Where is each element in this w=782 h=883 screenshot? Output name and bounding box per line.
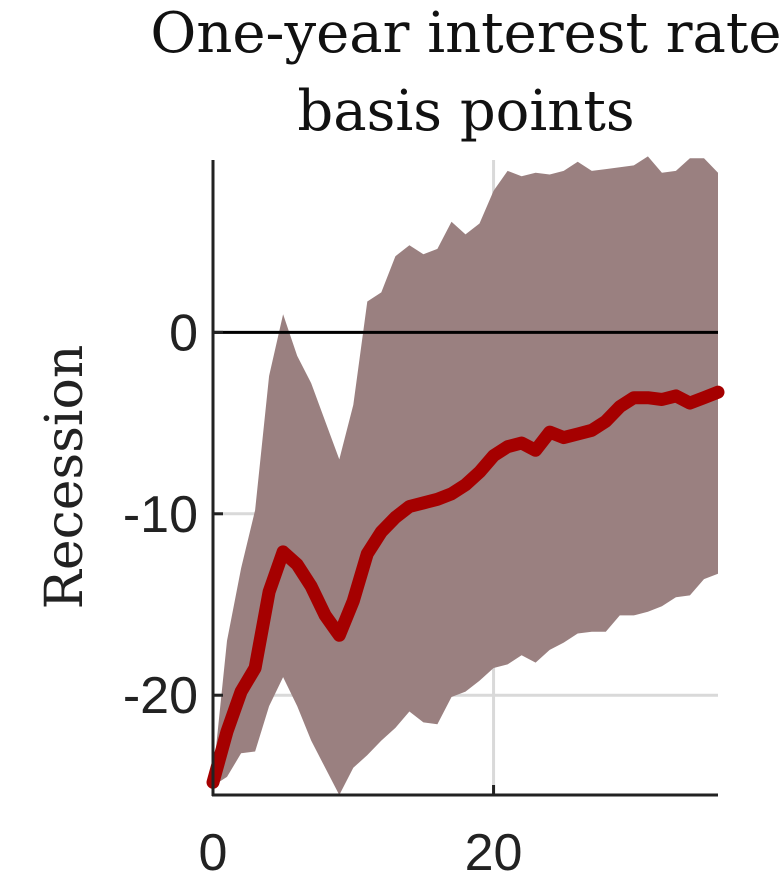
y-tick-label-2: -20 [123, 667, 198, 725]
y-axis-label: Recession [35, 345, 95, 610]
median-line [206, 385, 725, 789]
x-tick-label-0: 0 [199, 824, 228, 882]
chart-title-line-1: One-year interest rate [150, 1, 781, 66]
y-tick-label-1: -10 [123, 486, 198, 544]
x-tick-label-1: 20 [465, 824, 523, 882]
plot-layer: 0 20 0 -10 -20 [123, 156, 725, 882]
confidence-band [213, 156, 718, 795]
chart-title-line-2: basis points [297, 79, 634, 144]
y-tick-label-0: 0 [169, 304, 198, 362]
